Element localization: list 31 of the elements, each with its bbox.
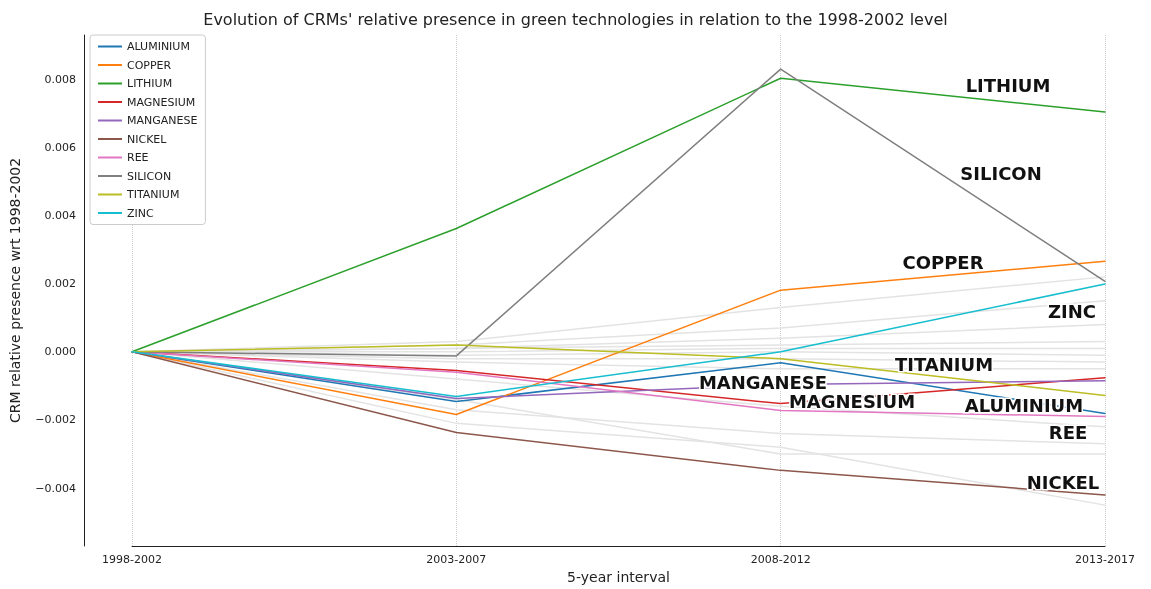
annotation: REE xyxy=(1048,421,1088,443)
y-tick-label: −0.002 xyxy=(35,413,76,427)
legend-label: REE xyxy=(127,151,149,164)
x-tick-label: 2013-2017 xyxy=(1075,553,1135,566)
annotation: NICKEL xyxy=(1026,471,1100,493)
chart-title: Evolution of CRMs' relative presence in green technologies in relation to the 1998-2002 level xyxy=(203,9,948,29)
legend-label: ALUMINIUM xyxy=(127,40,190,53)
x-tick-label: 2008-2012 xyxy=(750,553,811,566)
annotation: COPPER xyxy=(902,251,984,273)
annotation: ZINC xyxy=(1047,300,1097,322)
y-tick-label: 0.000 xyxy=(44,345,76,359)
x-tick-label: 1998-2002 xyxy=(102,553,162,566)
y-tick-label: 0.002 xyxy=(44,277,76,291)
legend-label: SILICON xyxy=(127,169,172,183)
legend-label: TITANIUM xyxy=(126,188,180,201)
legend-label: ZINC xyxy=(127,206,155,220)
y-tick-label: 0.004 xyxy=(44,209,76,223)
legend-label: COPPER xyxy=(127,58,172,72)
y-tick-label: 0.008 xyxy=(44,72,76,86)
y-tick-label: 0.006 xyxy=(44,140,76,154)
x-tick-label: 2003-2007 xyxy=(426,553,487,566)
y-axis-title: CRM relative presence wrt 1998-2002 xyxy=(7,157,23,424)
annotation: TITANIUM xyxy=(894,353,994,375)
annotation: LITHIUM xyxy=(965,74,1051,96)
x-axis-title: 5-year interval xyxy=(567,569,670,585)
legend-label: MAGNESIUM xyxy=(127,95,196,109)
annotation: SILICON xyxy=(960,162,1042,184)
legend-label: LITHIUM xyxy=(127,77,173,90)
legend-label: NICKEL xyxy=(127,132,168,146)
y-tick-label: −0.004 xyxy=(35,481,76,495)
legend-label: MANGANESE xyxy=(127,114,198,127)
